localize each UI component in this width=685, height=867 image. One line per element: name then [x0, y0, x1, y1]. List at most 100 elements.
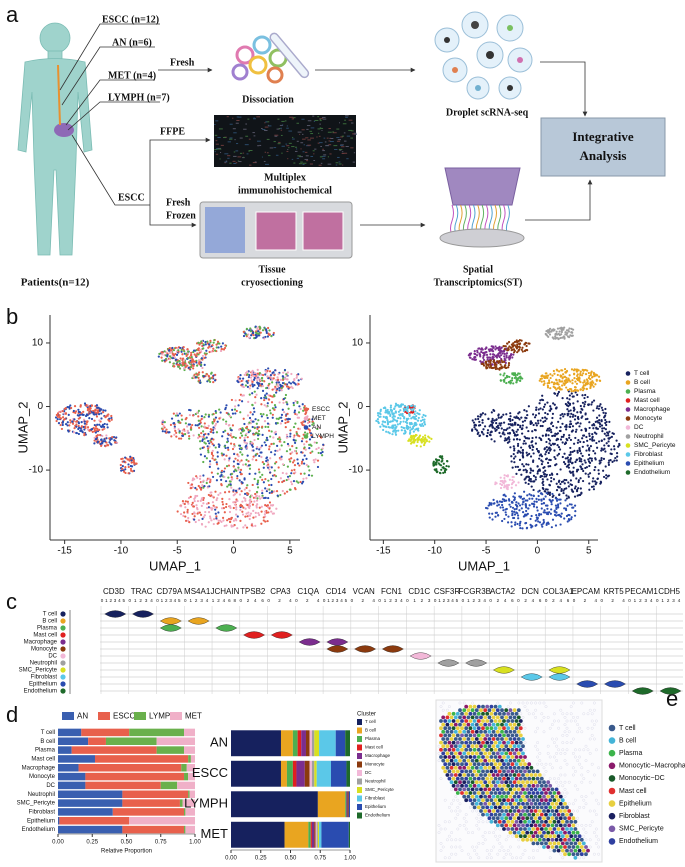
cell-point	[586, 417, 589, 421]
gene-label: COL3A1	[543, 587, 574, 596]
gene-tick-label: 0	[434, 598, 437, 603]
cell-point	[572, 442, 576, 445]
cell-point	[592, 485, 595, 488]
spot	[474, 708, 479, 713]
cell-point	[284, 418, 287, 421]
cell-point	[271, 512, 274, 515]
cell-point	[402, 420, 405, 423]
cell-point	[605, 423, 608, 427]
cell-point	[187, 357, 190, 360]
cell-point	[491, 345, 494, 348]
cell-point	[290, 457, 293, 460]
cell-point	[186, 508, 189, 511]
spot	[489, 711, 494, 716]
cell-point	[190, 361, 193, 364]
cell-point	[394, 405, 397, 408]
legend-label: Fibroblast	[634, 451, 663, 458]
mihc-speck	[214, 134, 218, 136]
spot	[476, 704, 481, 709]
violin	[631, 687, 654, 695]
mihc-speck	[350, 137, 354, 139]
cell-point	[270, 451, 273, 454]
cell-point	[183, 368, 186, 372]
violin	[659, 687, 682, 695]
legend-swatch	[625, 398, 631, 403]
cell-point	[469, 356, 472, 359]
mihc-speck	[243, 156, 245, 158]
mihc-speck	[276, 128, 280, 130]
cell-point	[105, 441, 108, 444]
cell-point	[275, 391, 278, 394]
cell-point	[203, 485, 206, 488]
cell-point	[520, 473, 523, 476]
cell-point	[564, 462, 567, 466]
gene-tick-label: 1	[327, 598, 330, 603]
cell-point	[206, 477, 209, 480]
empty-spot	[534, 701, 537, 705]
gene-tick-label: 2	[611, 598, 614, 603]
cell-point	[402, 426, 405, 429]
cell-point	[98, 409, 101, 412]
mihc-speck	[215, 140, 218, 142]
cell-point	[209, 494, 212, 498]
cell-point	[618, 444, 621, 447]
cell-point	[532, 474, 536, 478]
cell-point	[518, 438, 521, 441]
cell-point	[445, 464, 448, 468]
cell-point	[267, 479, 270, 482]
cell-point	[599, 481, 603, 484]
cell-point	[278, 448, 281, 451]
mihc-speck	[266, 152, 269, 154]
cell-point	[209, 463, 212, 466]
cell-point	[575, 422, 578, 425]
cell-point	[569, 479, 572, 482]
cell-point	[208, 515, 212, 518]
bar-segment	[311, 821, 315, 848]
cell-point	[415, 434, 418, 437]
mihc-speck	[286, 145, 290, 147]
cell-point	[245, 526, 249, 529]
mihc-speck	[300, 142, 304, 144]
cell-point	[72, 409, 75, 413]
cell-point	[214, 416, 218, 419]
cell-point	[220, 483, 223, 486]
cell-point	[262, 413, 265, 416]
cell-point	[490, 438, 493, 441]
cell-point	[190, 356, 193, 359]
mihc-speck	[220, 144, 224, 146]
cell-point	[247, 333, 250, 336]
cell-point	[496, 504, 499, 507]
spot	[455, 711, 460, 716]
violin	[465, 659, 488, 667]
cell-point	[573, 514, 577, 517]
cell-point	[56, 412, 60, 415]
cell-point	[286, 378, 289, 381]
x-tick-label: 0.00	[225, 856, 237, 862]
cell-point	[293, 441, 297, 444]
cell-point	[607, 474, 611, 477]
cell-point	[422, 413, 425, 417]
cell-point	[602, 457, 606, 460]
st-probe	[450, 204, 454, 236]
cell-point	[80, 421, 83, 424]
cell-point	[61, 409, 64, 413]
cell-point	[510, 455, 513, 458]
cell-point	[555, 379, 558, 382]
cell-point	[291, 445, 294, 448]
cell-point	[240, 379, 243, 383]
cell-point	[591, 435, 594, 438]
cell-point	[207, 374, 210, 377]
spot	[449, 715, 454, 720]
cell-point	[61, 423, 64, 427]
cell-point	[174, 358, 177, 361]
cell-point	[499, 354, 503, 357]
cell-point	[160, 351, 163, 354]
legend-label: Fibroblast	[365, 796, 386, 801]
cell-point	[277, 480, 280, 484]
mihc-speck	[353, 152, 356, 154]
cell-point	[310, 434, 313, 437]
cell-point	[508, 426, 511, 429]
cell-point	[475, 354, 479, 357]
mihc-speck	[317, 132, 320, 134]
cell-point	[528, 452, 531, 455]
